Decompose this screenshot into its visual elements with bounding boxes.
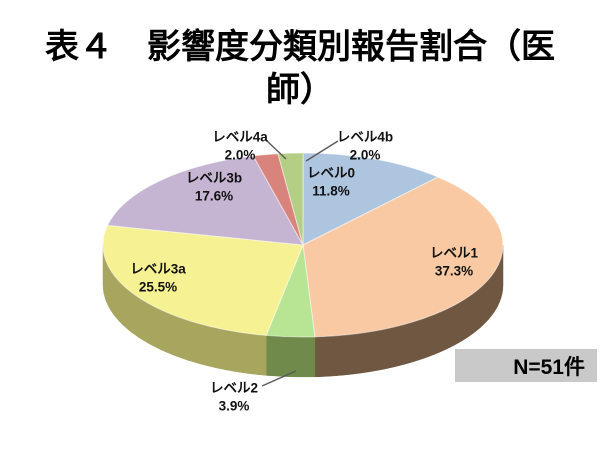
slice-name: レベル3a xyxy=(130,261,186,277)
leader-line-level4b xyxy=(305,140,339,162)
slice-pct: 2.0% xyxy=(224,147,256,162)
slice-pct: 2.0% xyxy=(349,147,381,162)
slice-name: レベル3b xyxy=(185,170,243,186)
pie-side-2 xyxy=(265,335,316,378)
slice-name: レベル1 xyxy=(429,245,479,261)
pie-slice-3 xyxy=(102,224,304,336)
sample-size-box: N=51件 xyxy=(455,349,597,382)
pie-slices xyxy=(102,152,504,378)
pie-slice-0 xyxy=(302,152,439,246)
pie-slice-4 xyxy=(107,155,304,246)
slice-label-level3a: レベル3a 25.5% xyxy=(130,261,186,296)
slice-pct: 17.6% xyxy=(194,188,234,203)
slice-pct: 25.5% xyxy=(138,279,178,294)
slice-pct: 11.8% xyxy=(312,183,350,198)
page-title: 表４ 影響度分類別報告割合（医 師） xyxy=(0,26,600,112)
leader-line-level2 xyxy=(261,370,297,387)
slice-name: レベル0 xyxy=(306,165,356,181)
slice-label-level3b: レベル3b 17.6% xyxy=(186,170,242,205)
pie-slice-6 xyxy=(277,152,304,246)
slice-label-level1: レベル1 37.3% xyxy=(430,245,478,280)
sample-size-text: N=51件 xyxy=(513,355,585,379)
slice-label-level4b: レベル4b 2.0% xyxy=(337,129,393,164)
pie-slice-1 xyxy=(302,176,504,338)
page-title-line1: 表４ 影響度分類別報告割合（医 xyxy=(45,28,555,66)
slice-name: レベル2 xyxy=(209,380,259,396)
slice-name: レベル4a xyxy=(212,129,268,145)
slice-pct: 3.9% xyxy=(218,398,250,413)
slice-label-level4a: レベル4a 2.0% xyxy=(212,129,268,164)
slice-label-level2: レベル2 3.9% xyxy=(210,380,258,415)
slice-pct: 37.3% xyxy=(434,263,474,278)
slice-label-level0: レベル0 11.8% xyxy=(307,165,355,200)
slice-name: レベル4b xyxy=(336,129,394,145)
leader-line-level4a xyxy=(265,139,287,160)
page-title-line2: 師） xyxy=(266,71,334,109)
